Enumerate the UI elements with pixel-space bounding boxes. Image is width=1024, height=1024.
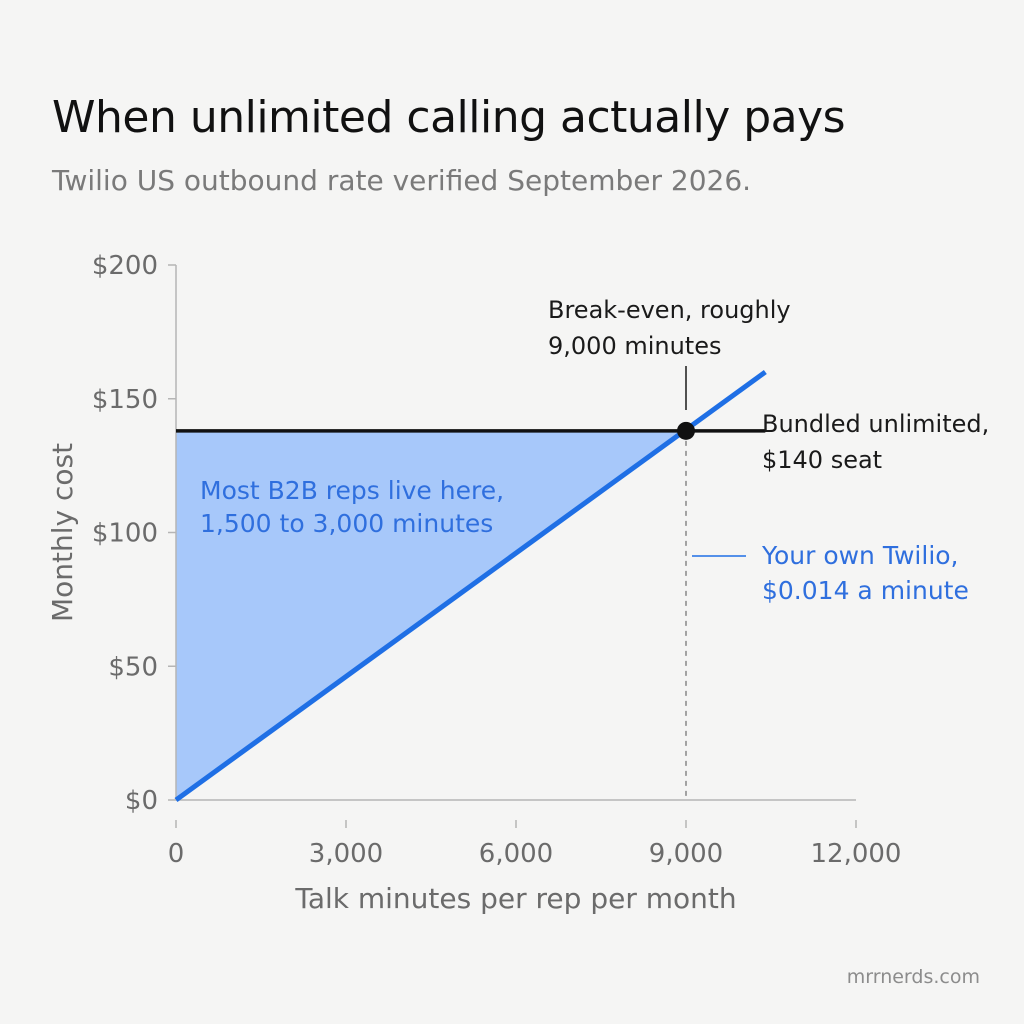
- x-axis-ticks: 0 3,000 6,000 9,000 12,000: [168, 820, 902, 869]
- twilio-series-label-line1: Your own Twilio,: [761, 541, 959, 570]
- y-tick-label: $200: [92, 251, 158, 281]
- bundled-series-label-line1: Bundled unlimited,: [762, 410, 989, 438]
- y-tick-label: $0: [125, 786, 158, 816]
- y-axis-ticks: $0 $50 $100 $150 $200: [92, 251, 176, 816]
- twilio-series-label-line2: $0.014 a minute: [762, 576, 969, 605]
- y-tick-label: $100: [92, 519, 158, 549]
- chart-subtitle: Twilio US outbound rate verified Septemb…: [52, 164, 752, 197]
- x-tick-label: 12,000: [811, 839, 902, 869]
- y-tick-label: $50: [108, 652, 158, 682]
- break-even-label-line1: Break-even, roughly: [548, 296, 791, 324]
- chart-title: When unlimited calling actually pays: [52, 92, 846, 143]
- y-axis-title: Monthly cost: [46, 443, 79, 622]
- x-axis-title: Talk minutes per rep per month: [294, 882, 736, 915]
- break-even-point: [677, 421, 695, 440]
- bundled-series-label-line2: $140 seat: [762, 446, 882, 474]
- source-credit: mrrnerds.com: [846, 966, 980, 988]
- series-line-twilio: [174, 369, 767, 803]
- break-even-label-line2: 9,000 minutes: [548, 332, 721, 360]
- x-tick-label: 6,000: [479, 839, 553, 869]
- shaded-region-label-line2: 1,500 to 3,000 minutes: [200, 509, 493, 538]
- x-tick-label: 9,000: [649, 839, 723, 869]
- x-tick-label: 0: [168, 839, 185, 869]
- shaded-region-label-line1: Most B2B reps live here,: [200, 476, 504, 505]
- y-tick-label: $150: [92, 385, 158, 415]
- x-tick-label: 3,000: [309, 839, 383, 869]
